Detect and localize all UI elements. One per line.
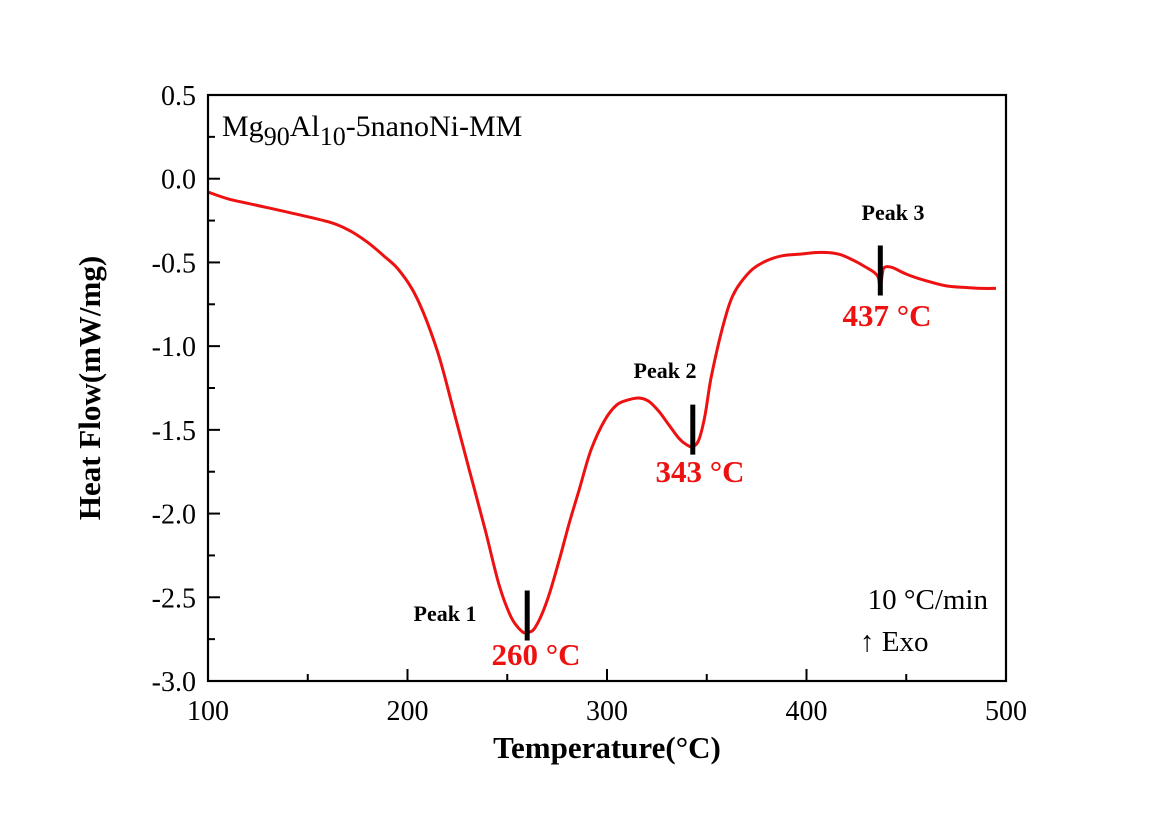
x-tick-label: 500: [985, 696, 1027, 727]
x-axis-title: Temperature(°C): [493, 730, 721, 765]
peak-3-temperature: 437 °C: [842, 298, 931, 333]
peak-labels: Peak 1 260 °C Peak 2 343 °C Peak 3 437 °…: [414, 200, 932, 672]
peak-1-temperature: 260 °C: [491, 637, 580, 672]
x-tick-label: 200: [387, 696, 429, 727]
x-tick-label: 400: [786, 696, 828, 727]
y-tick-label: -0.5: [152, 248, 196, 279]
y-tick-label: -2.5: [152, 583, 196, 614]
peak-3-name: Peak 3: [862, 200, 925, 225]
curve-layer: [207, 190, 997, 635]
heat-flow-curve: [207, 190, 997, 635]
y-tick-labels: 0.5 0.0 -0.5 -1.0 -1.5 -2.0 -2.5 -3.0: [152, 81, 196, 698]
y-tick-label: -2.0: [152, 500, 196, 531]
peak-2-temperature: 343 °C: [655, 454, 744, 489]
x-tick-label: 300: [586, 696, 628, 727]
y-tick-label: -3.0: [152, 667, 196, 698]
exo-direction-note: ↑ Exo: [860, 626, 928, 658]
plot-frame: [206, 93, 1008, 683]
y-tick-label: -1.5: [152, 416, 196, 447]
peak-2-name: Peak 2: [634, 358, 697, 383]
axis-ticks: [207, 94, 1007, 682]
y-tick-label: 0.0: [161, 165, 196, 196]
heating-rate-note: 10 °C/min: [868, 584, 989, 616]
y-tick-label: 0.5: [161, 81, 196, 112]
sample-label: Mg90Al10-5nanoNi-MM: [222, 110, 522, 151]
y-tick-label: -1.0: [152, 332, 196, 363]
peak-1-name: Peak 1: [414, 601, 477, 626]
x-tick-label: 100: [187, 696, 229, 727]
peak-markers: [524, 245, 883, 641]
y-axis-title: Heat Flow(mW/mg): [72, 256, 107, 520]
x-tick-labels: 100 200 300 400 500: [187, 696, 1027, 727]
